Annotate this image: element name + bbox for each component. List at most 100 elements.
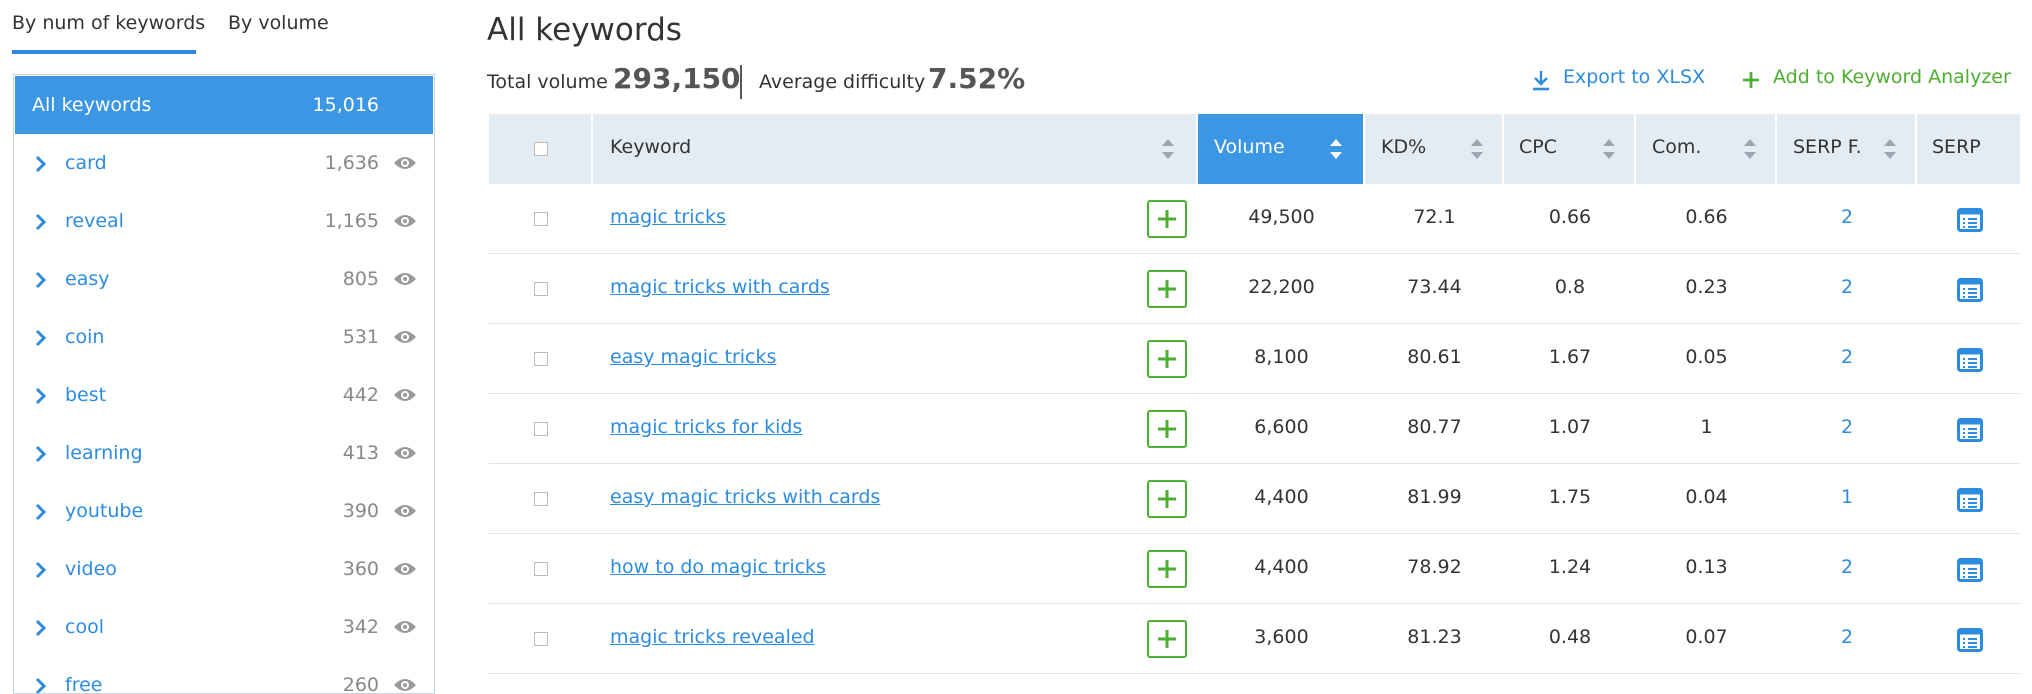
cell-volume: 4,400 (1254, 486, 1309, 508)
row-checkbox[interactable] (534, 352, 548, 366)
plus-icon (1158, 350, 1176, 368)
row-checkbox[interactable] (534, 422, 548, 436)
group-item-cool[interactable]: cool 342 (15, 599, 433, 657)
group-count: 1,636 (324, 152, 379, 174)
group-item-video[interactable]: video 360 (15, 541, 433, 599)
serp-snapshot-icon[interactable] (1957, 278, 1983, 302)
serp-snapshot-icon[interactable] (1957, 628, 1983, 652)
eye-icon[interactable] (393, 329, 417, 345)
column-header-kd[interactable]: KD% (1365, 114, 1504, 184)
column-header-serp-features[interactable]: SERP F. (1777, 114, 1917, 184)
serp-snapshot-icon[interactable] (1957, 348, 1983, 372)
column-header-volume[interactable]: Volume (1198, 114, 1365, 184)
serp-snapshot-icon[interactable] (1957, 418, 1983, 442)
column-header-cpc[interactable]: CPC (1504, 114, 1636, 184)
cell-cpc: 1.24 (1548, 556, 1592, 578)
row-checkbox[interactable] (534, 492, 548, 506)
group-item-reveal[interactable]: reveal 1,165 (15, 193, 433, 251)
eye-icon[interactable] (393, 213, 417, 229)
column-label: Volume (1214, 136, 1285, 158)
group-label: best (65, 384, 107, 406)
cell-serpf[interactable]: 2 (1840, 206, 1854, 228)
row-checkbox[interactable] (534, 562, 548, 576)
chevron-right-icon[interactable] (33, 386, 49, 406)
keyword-link[interactable]: how to do magic tricks (610, 556, 826, 578)
tab-by-num-keywords[interactable]: By num of keywords (12, 12, 206, 34)
column-header-keyword[interactable]: Keyword (593, 114, 1198, 184)
serp-snapshot-icon[interactable] (1957, 558, 1983, 582)
cell-serpf[interactable]: 1 (1840, 486, 1854, 508)
plus-icon (1158, 280, 1176, 298)
sort-icon (1884, 139, 1896, 159)
chevron-right-icon[interactable] (33, 676, 49, 694)
group-item-easy[interactable]: easy 805 (15, 251, 433, 309)
keyword-groups-panel: All keywords 15,016 card 1,636 reveal 1,165… (13, 74, 435, 694)
add-keyword-button[interactable] (1147, 270, 1187, 308)
group-all-keywords[interactable]: All keywords 15,016 (15, 76, 433, 134)
add-keyword-button[interactable] (1147, 480, 1187, 518)
add-keyword-button[interactable] (1147, 550, 1187, 588)
eye-icon[interactable] (393, 503, 417, 519)
cell-kd: 73.44 (1407, 276, 1462, 298)
keyword-link[interactable]: magic tricks revealed (610, 626, 815, 648)
chevron-right-icon[interactable] (33, 270, 49, 290)
plus-icon (1158, 490, 1176, 508)
add-keyword-button[interactable] (1147, 200, 1187, 238)
table-row: magic tricks for kids 6,600 80.77 1.07 1 2 (489, 394, 2020, 464)
eye-icon[interactable] (393, 155, 417, 171)
group-item-coin[interactable]: coin 531 (15, 309, 433, 367)
cell-cpc: 0.48 (1548, 626, 1592, 648)
row-checkbox[interactable] (534, 632, 548, 646)
cell-serpf[interactable]: 2 (1840, 276, 1854, 298)
group-label: video (65, 558, 117, 580)
tab-by-volume[interactable]: By volume (228, 12, 329, 34)
group-label: cool (65, 616, 104, 638)
eye-icon[interactable] (393, 619, 417, 635)
cell-serpf[interactable]: 2 (1840, 346, 1854, 368)
add-keyword-button[interactable] (1147, 340, 1187, 378)
group-item-card[interactable]: card 1,636 (15, 135, 433, 193)
cell-serpf[interactable]: 2 (1840, 626, 1854, 648)
keyword-link[interactable]: magic tricks (610, 206, 726, 228)
select-all-checkbox[interactable] (534, 142, 548, 156)
table-row: magic tricks with cards 22,200 73.44 0.8 0.2… (489, 254, 2020, 324)
eye-icon[interactable] (393, 561, 417, 577)
keyword-link[interactable]: magic tricks with cards (610, 276, 830, 298)
table-row: easy magic tricks 8,100 80.61 1.67 0.05 2 (489, 324, 2020, 394)
eye-icon[interactable] (393, 677, 417, 693)
cell-serpf[interactable]: 2 (1840, 556, 1854, 578)
row-checkbox[interactable] (534, 212, 548, 226)
eye-icon[interactable] (393, 387, 417, 403)
group-count: 805 (342, 268, 379, 290)
keyword-link[interactable]: magic tricks for kids (610, 416, 803, 438)
active-tab-indicator (12, 50, 196, 54)
eye-icon[interactable] (393, 445, 417, 461)
keyword-link[interactable]: easy magic tricks (610, 346, 777, 368)
table-header: Keyword Volume KD% CPC Com. SERP F. SERP (489, 114, 2020, 184)
cell-volume: 8,100 (1254, 346, 1309, 368)
row-checkbox[interactable] (534, 282, 548, 296)
add-keyword-button[interactable] (1147, 620, 1187, 658)
chevron-right-icon[interactable] (33, 212, 49, 232)
column-header-com[interactable]: Com. (1636, 114, 1777, 184)
chevron-right-icon[interactable] (33, 560, 49, 580)
chevron-right-icon[interactable] (33, 328, 49, 348)
export-label: Export to XLSX (1563, 66, 1706, 88)
cell-serpf[interactable]: 2 (1840, 416, 1854, 438)
serp-snapshot-icon[interactable] (1957, 208, 1983, 232)
group-item-free[interactable]: free 260 (15, 657, 433, 694)
group-item-learning[interactable]: learning 413 (15, 425, 433, 483)
add-keyword-button[interactable] (1147, 410, 1187, 448)
cell-volume: 22,200 (1248, 276, 1315, 298)
chevron-right-icon[interactable] (33, 154, 49, 174)
cell-volume: 49,500 (1248, 206, 1315, 228)
keyword-link[interactable]: easy magic tricks with cards (610, 486, 881, 508)
chevron-right-icon[interactable] (33, 618, 49, 638)
eye-icon[interactable] (393, 271, 417, 287)
serp-snapshot-icon[interactable] (1957, 488, 1983, 512)
page-title: All keywords (487, 12, 682, 48)
group-item-youtube[interactable]: youtube 390 (15, 483, 433, 541)
group-item-best[interactable]: best 442 (15, 367, 433, 425)
chevron-right-icon[interactable] (33, 444, 49, 464)
chevron-right-icon[interactable] (33, 502, 49, 522)
